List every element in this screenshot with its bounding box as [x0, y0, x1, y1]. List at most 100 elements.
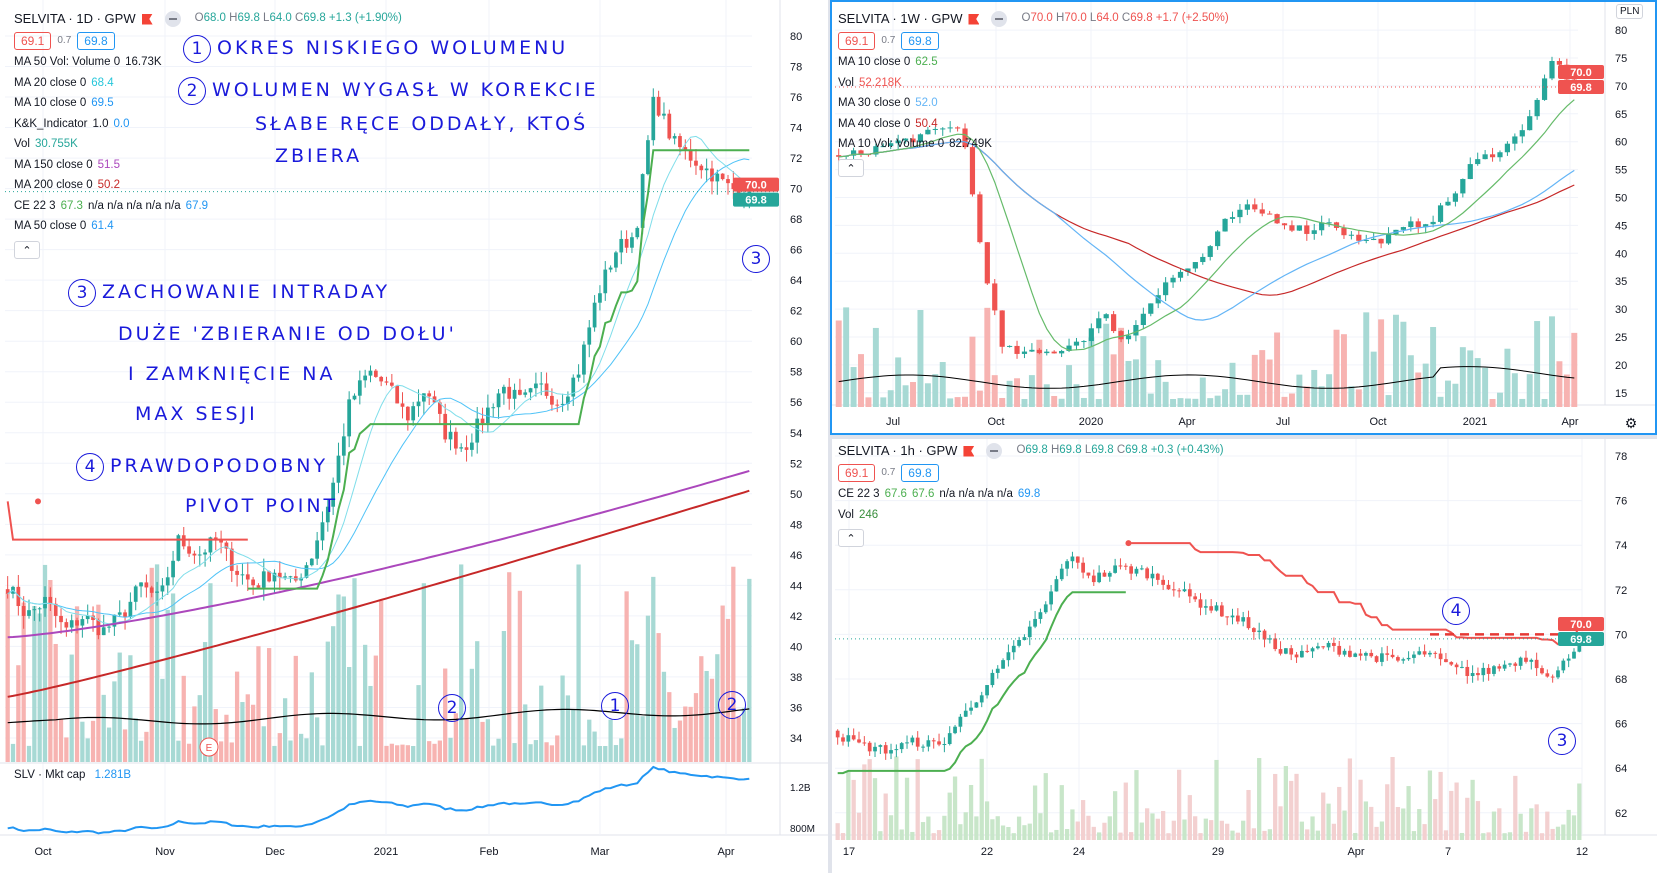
- candle-body: [688, 149, 693, 161]
- volume-bar: [635, 644, 640, 762]
- candle-body: [985, 685, 989, 696]
- candle-body: [160, 585, 165, 592]
- indicator-row[interactable]: MA 20 close 0 68.4: [14, 73, 402, 94]
- volume-bar: [613, 745, 619, 762]
- volume-bar: [1534, 804, 1539, 840]
- indicator-row[interactable]: MA 50 Vol: Volume 0 16.73K: [14, 52, 402, 73]
- last-price-label: [1558, 65, 1604, 79]
- candle-body: [1289, 225, 1295, 231]
- currency-label[interactable]: PLN: [1616, 4, 1644, 19]
- candle-body: [1086, 572, 1091, 576]
- time-axis-label: Apr: [1561, 416, 1578, 428]
- candle-body: [107, 626, 111, 628]
- ohlc-values: O70.0 H70.0 L64.0 C69.8 +1.7 (+2.50%): [1021, 12, 1229, 25]
- candle-body: [1445, 201, 1451, 206]
- candle-body: [128, 601, 133, 617]
- price-axis-label: 38: [790, 672, 802, 684]
- candle-body: [1374, 656, 1379, 662]
- volume-bar: [507, 572, 512, 762]
- candle-body: [958, 716, 963, 727]
- volume-bar: [181, 675, 186, 762]
- volume-bar: [400, 744, 405, 762]
- indicator-row[interactable]: MA 30 close 0 52.0: [838, 93, 1229, 114]
- bid-price[interactable]: 69.1: [838, 464, 876, 482]
- indicator-row[interactable]: MA 10 Vol: Volume 0 82.749K: [838, 134, 1229, 155]
- indicator-row[interactable]: Vol 30.755K: [14, 134, 402, 155]
- flag-icon[interactable]: [141, 13, 153, 25]
- symbol-name[interactable]: SELVITA · 1h · GPW: [838, 443, 958, 459]
- collapse-legend-button[interactable]: ⌃: [838, 158, 864, 177]
- candle-body: [544, 383, 549, 396]
- volume-bar: [1563, 374, 1570, 407]
- indicator-row[interactable]: Vol 246: [838, 505, 1224, 526]
- ask-price[interactable]: 69.8: [901, 464, 939, 482]
- symbol-name[interactable]: SELVITA · 1W · GPW: [838, 11, 963, 27]
- volume-bar: [1459, 832, 1465, 840]
- bid-price[interactable]: 69.1: [14, 32, 52, 50]
- volume-bar: [899, 829, 904, 840]
- volume-bar: [581, 745, 587, 762]
- candle-body: [1262, 630, 1267, 640]
- symbol-title[interactable]: SELVITA · 1h · GPW O69.8 H69.8 L69.8 C69…: [838, 440, 1224, 462]
- indicator-row[interactable]: MA 200 close 0 50.2: [14, 175, 402, 196]
- candle-body: [1267, 638, 1272, 640]
- volume-bar: [995, 816, 1000, 840]
- candle-body: [1125, 335, 1132, 340]
- candle-body: [1481, 667, 1486, 676]
- volume-bar: [42, 564, 48, 762]
- candle-body: [1059, 350, 1065, 354]
- price-axis-label: 25: [1615, 332, 1627, 344]
- symbol-title[interactable]: SELVITA · 1D · GPW O68.0 H69.8 L64.0 C69…: [14, 8, 402, 30]
- candle-body: [1430, 221, 1436, 225]
- candle-body: [1150, 573, 1155, 579]
- minimize-icon[interactable]: [991, 11, 1008, 27]
- volume-bar: [464, 718, 469, 762]
- volume-bar: [480, 721, 485, 762]
- candle-body: [1054, 579, 1059, 592]
- indicator-row[interactable]: CE 22 3 67.6 67.6 n/a n/a n/a n/a 69.8: [838, 484, 1224, 505]
- volume-bar: [856, 812, 862, 840]
- volume-bar: [53, 643, 58, 762]
- symbol-name[interactable]: SELVITA · 1D · GPW: [14, 11, 136, 27]
- collapse-legend-button[interactable]: ⌃: [838, 529, 864, 547]
- candle-body: [1465, 666, 1470, 677]
- ask-price[interactable]: 69.8: [901, 32, 939, 50]
- collapse-legend-button[interactable]: ⌃: [14, 240, 40, 259]
- indicator-row[interactable]: Vol 52.218K: [838, 73, 1229, 94]
- volume-bar: [32, 606, 37, 762]
- symbol-title[interactable]: SELVITA · 1W · GPW O70.0 H70.0 L64.0 C69…: [838, 8, 1229, 30]
- candle-body: [1356, 234, 1362, 241]
- candle-body: [858, 150, 864, 155]
- candle-body: [1311, 230, 1317, 234]
- flag-icon[interactable]: [963, 445, 975, 457]
- indicator-row[interactable]: MA 50 close 0 61.4: [14, 216, 402, 237]
- flag-icon[interactable]: [968, 13, 980, 25]
- indicator-row[interactable]: CE 22 3 67.3 n/a n/a n/a n/a n/a 67.9: [14, 196, 402, 217]
- indicator-row[interactable]: K&K_Indicator 1.0 0.0: [14, 114, 402, 135]
- candle-body: [235, 570, 239, 575]
- indicator-row[interactable]: MA 40 close 0 50.4: [838, 114, 1229, 135]
- volume-bar: [942, 815, 947, 840]
- volume-bar: [954, 397, 961, 407]
- indicator-row[interactable]: MA 150 close 0 51.5: [14, 155, 402, 176]
- volume-bar: [1465, 797, 1470, 840]
- candle-body: [144, 582, 149, 588]
- bid-price[interactable]: 69.1: [838, 32, 876, 50]
- candle-body: [464, 447, 469, 450]
- indicator-label: MA 10 Vol: Volume 0: [838, 138, 945, 150]
- candle-body: [614, 252, 618, 268]
- indicator-row[interactable]: MA 10 close 0 62.5: [838, 52, 1229, 73]
- last-price-label: [1558, 632, 1604, 646]
- volume-bar: [133, 718, 138, 762]
- volume-bar: [974, 816, 979, 840]
- minimize-icon[interactable]: [986, 443, 1003, 459]
- indicator-row[interactable]: MA 10 close 0 69.5: [14, 93, 402, 114]
- candle-body: [953, 726, 957, 734]
- candle-body: [1103, 314, 1109, 319]
- minimize-icon[interactable]: [164, 11, 181, 27]
- ask-price[interactable]: 69.8: [77, 32, 115, 50]
- candle-body: [1118, 331, 1124, 340]
- time-axis-label: Apr: [717, 846, 734, 858]
- candle-body: [1341, 227, 1347, 236]
